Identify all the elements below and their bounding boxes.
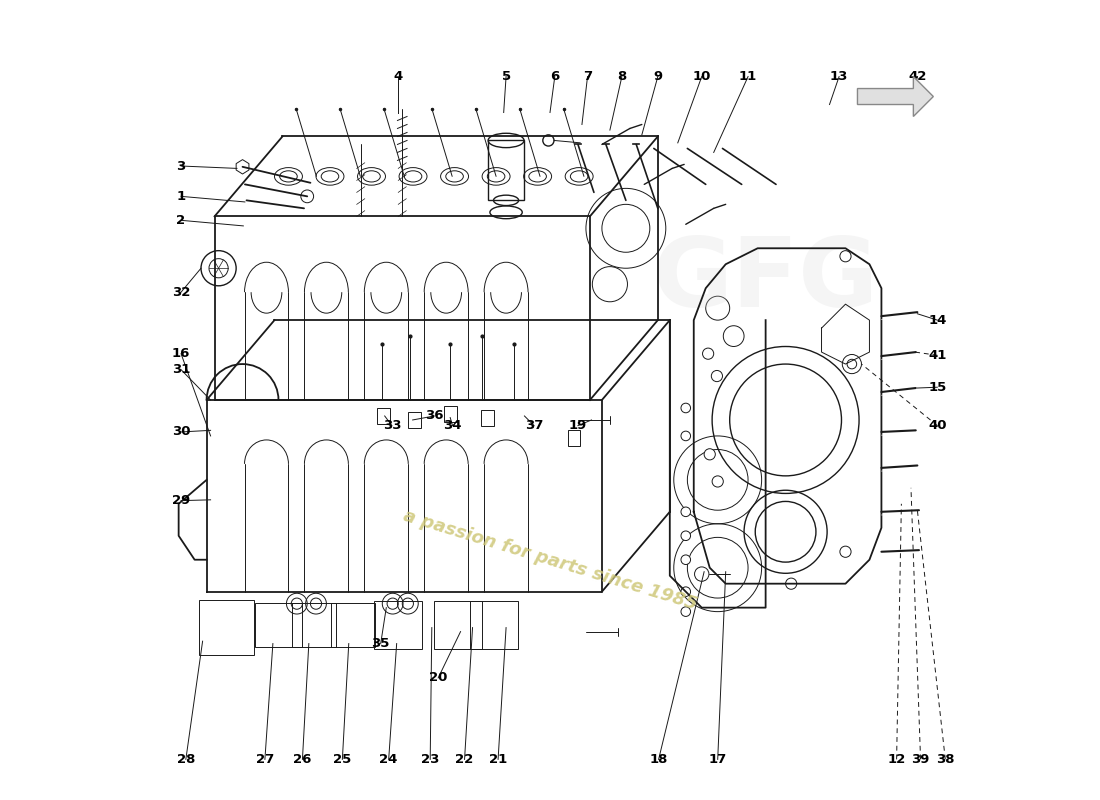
Text: 26: 26 <box>294 753 311 766</box>
Text: 2: 2 <box>176 214 186 227</box>
Text: 41: 41 <box>928 349 946 362</box>
Circle shape <box>704 449 715 460</box>
Text: 30: 30 <box>172 426 190 438</box>
Circle shape <box>840 250 851 262</box>
Text: 12: 12 <box>888 753 905 766</box>
Text: 37: 37 <box>525 419 543 432</box>
Circle shape <box>681 507 691 517</box>
Text: 23: 23 <box>421 753 439 766</box>
Text: 6: 6 <box>550 70 560 83</box>
Text: 10: 10 <box>693 70 711 83</box>
Bar <box>408 412 420 428</box>
Text: 5: 5 <box>502 70 510 83</box>
Circle shape <box>840 546 851 558</box>
Polygon shape <box>858 77 933 117</box>
Text: 15: 15 <box>928 381 946 394</box>
Text: 34: 34 <box>443 419 462 432</box>
Text: 33: 33 <box>383 419 402 432</box>
Circle shape <box>201 250 236 286</box>
Bar <box>255 603 301 647</box>
Text: 4: 4 <box>394 70 403 83</box>
Text: 8: 8 <box>617 70 627 83</box>
Text: 29: 29 <box>172 494 190 507</box>
Text: 21: 21 <box>490 753 507 766</box>
Text: 7: 7 <box>583 70 592 83</box>
Text: 38: 38 <box>936 753 955 766</box>
Bar <box>331 603 375 647</box>
Circle shape <box>681 403 691 413</box>
Bar <box>199 601 254 654</box>
Text: 24: 24 <box>379 753 398 766</box>
Circle shape <box>712 476 724 487</box>
Text: 39: 39 <box>912 753 930 766</box>
Bar <box>568 430 581 446</box>
Text: 13: 13 <box>829 70 848 83</box>
Circle shape <box>681 607 691 617</box>
Bar <box>434 602 482 649</box>
Text: 25: 25 <box>333 753 352 766</box>
Text: 35: 35 <box>372 637 389 650</box>
Bar <box>482 410 494 426</box>
Circle shape <box>694 567 708 582</box>
Text: 28: 28 <box>177 753 195 766</box>
Bar <box>377 408 390 424</box>
Circle shape <box>785 578 796 590</box>
Bar <box>488 141 524 200</box>
Text: a passion for parts since 1985: a passion for parts since 1985 <box>400 506 700 613</box>
Text: 11: 11 <box>739 70 757 83</box>
Circle shape <box>681 555 691 565</box>
Text: 22: 22 <box>455 753 474 766</box>
Text: 9: 9 <box>653 70 662 83</box>
Circle shape <box>300 190 313 202</box>
Text: 14: 14 <box>928 314 946 326</box>
Circle shape <box>681 587 691 597</box>
Text: 18: 18 <box>649 753 668 766</box>
Circle shape <box>681 431 691 441</box>
Text: 20: 20 <box>429 671 448 685</box>
Text: 31: 31 <box>172 363 190 376</box>
Polygon shape <box>236 160 249 174</box>
Text: 42: 42 <box>909 70 926 83</box>
Bar <box>470 602 518 649</box>
Text: 19: 19 <box>569 419 587 432</box>
Bar <box>293 603 337 647</box>
Text: 36: 36 <box>425 410 443 422</box>
Circle shape <box>542 135 554 146</box>
Bar <box>374 602 422 649</box>
Circle shape <box>703 348 714 359</box>
Text: 40: 40 <box>928 419 947 432</box>
Circle shape <box>681 531 691 541</box>
Text: 3: 3 <box>176 159 186 173</box>
Text: 32: 32 <box>172 286 190 298</box>
Text: 1: 1 <box>176 190 186 203</box>
Circle shape <box>712 370 723 382</box>
Text: GFG: GFG <box>652 234 879 326</box>
Text: 17: 17 <box>708 753 727 766</box>
Text: 16: 16 <box>172 347 190 360</box>
Bar <box>443 406 456 422</box>
Text: 27: 27 <box>256 753 274 766</box>
